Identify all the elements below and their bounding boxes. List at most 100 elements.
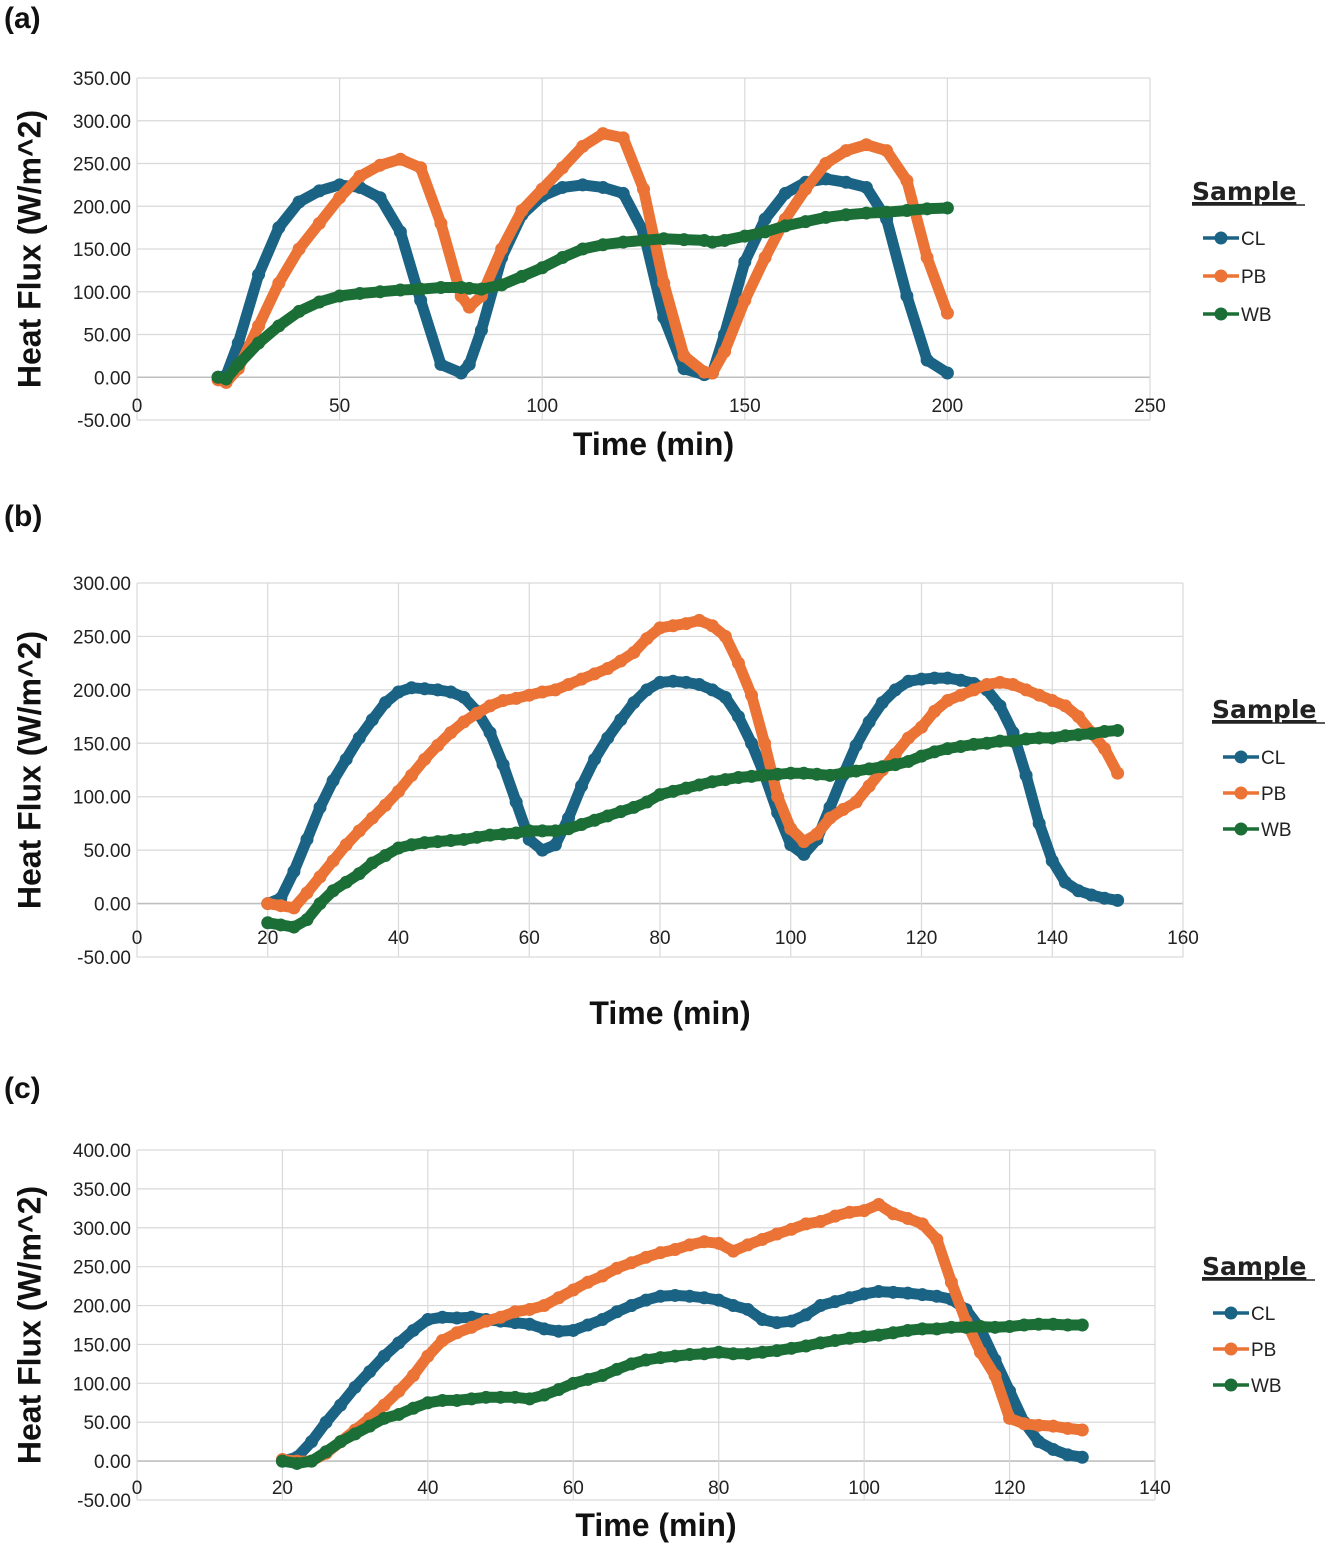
data-point-wb [561, 822, 575, 836]
data-point-wb [784, 1341, 798, 1355]
data-point-wb [435, 1393, 449, 1407]
x-axis-title: Time (min) [575, 1507, 736, 1543]
data-point-pb [683, 1238, 697, 1252]
legend: Sample CL PB WB [1192, 177, 1305, 326]
data-point-wb [219, 372, 233, 386]
data-point-wb [839, 208, 853, 222]
legend-swatch-marker [1224, 1378, 1238, 1392]
data-point-pb [462, 300, 476, 314]
data-point-wb [1017, 1318, 1031, 1332]
data-point-pb [561, 678, 575, 692]
y-tick-label: 350.00 [73, 69, 131, 90]
data-point-wb [862, 762, 876, 776]
data-point-wb [535, 261, 549, 275]
data-point-wb [392, 1407, 406, 1421]
data-point-wb [378, 848, 392, 862]
data-point-wb [770, 1344, 784, 1358]
data-point-pb [640, 632, 654, 646]
legend-label: WB [1241, 305, 1272, 326]
data-point-cl [940, 366, 954, 380]
data-point-pb [666, 619, 680, 633]
data-point-pb [610, 1261, 624, 1275]
data-point-cl [610, 1305, 624, 1319]
data-point-wb [373, 285, 387, 299]
data-point-pb [1032, 688, 1046, 702]
data-point-wb [624, 1357, 638, 1371]
data-point-pb [406, 1369, 420, 1383]
data-point-wb [474, 282, 488, 296]
data-point-cl [741, 1302, 755, 1316]
data-point-cl [692, 678, 706, 692]
data-point-cl [252, 268, 266, 282]
data-point-cl [1098, 891, 1112, 905]
data-point-pb [339, 838, 353, 852]
data-point-pb [457, 715, 471, 729]
data-point-pb [261, 897, 275, 911]
data-point-pb [705, 366, 719, 380]
y-tick-label: 50.00 [83, 326, 131, 347]
data-point-wb [464, 1392, 478, 1406]
data-point-cl [901, 674, 915, 688]
data-point-pb [1058, 699, 1072, 713]
data-point-cl [900, 289, 914, 303]
data-point-cl [561, 811, 575, 825]
x-tick-label: 40 [388, 928, 409, 949]
data-point-pb [515, 204, 529, 218]
data-point-cl [352, 731, 366, 745]
y-tick-label: 300.00 [73, 574, 131, 595]
legend-swatch-marker [1224, 1306, 1238, 1320]
data-point-pb [857, 1204, 871, 1218]
data-point-wb [959, 1320, 973, 1334]
data-point-pb [601, 661, 615, 675]
data-point-cl [326, 774, 340, 788]
legend-entry-wb: WB [1223, 820, 1292, 841]
data-point-wb [980, 736, 994, 750]
data-point-cl [474, 323, 488, 337]
data-point-pb [639, 1250, 653, 1264]
data-point-pb [814, 1215, 828, 1229]
series-pb [275, 1197, 1089, 1468]
data-point-cl [348, 1380, 362, 1394]
data-point-wb [758, 768, 772, 782]
x-tick-label: 140 [1139, 1478, 1171, 1499]
data-point-pb [495, 242, 509, 256]
data-point-wb [352, 867, 366, 881]
x-tick-label: 160 [1167, 928, 1199, 949]
data-point-wb [1006, 734, 1020, 748]
data-point-cl [738, 255, 752, 269]
data-point-pb [421, 1349, 435, 1363]
data-point-wb [859, 206, 873, 220]
data-point-pb [377, 1398, 391, 1412]
data-point-wb [627, 800, 641, 814]
series-cl [211, 172, 954, 384]
data-point-pb [494, 1310, 508, 1324]
data-point-cl [1061, 1448, 1075, 1462]
data-point-cl [679, 675, 693, 689]
data-point-wb [810, 767, 824, 781]
data-point-pb [595, 1269, 609, 1283]
data-point-pb [799, 182, 813, 196]
data-point-pb [378, 798, 392, 812]
chart-c: -50.00 0.00 50.00 100.00 150.00 200.00 250.00 3… [11, 1141, 1315, 1543]
data-point-wb [552, 1383, 566, 1397]
data-point-cl [653, 675, 667, 689]
x-tick-label: 60 [519, 928, 540, 949]
data-point-cl [300, 832, 314, 846]
data-point-pb [692, 613, 706, 627]
data-point-cl [313, 800, 327, 814]
data-point-cl [941, 671, 955, 685]
data-point-wb [287, 920, 301, 934]
data-point-cl [392, 1336, 406, 1350]
x-axis-title: Time (min) [573, 426, 734, 462]
data-point-wb [640, 795, 654, 809]
data-point-pb [745, 688, 759, 702]
data-point-cl [272, 221, 286, 235]
data-point-cl [462, 357, 476, 371]
data-point-wb [272, 319, 286, 333]
data-point-cl [1032, 816, 1046, 830]
data-point-pb [888, 747, 902, 761]
data-point-pb [1098, 742, 1112, 756]
data-point-pb [1075, 1423, 1089, 1437]
data-point-pb [313, 870, 327, 884]
data-point-wb [495, 278, 509, 292]
